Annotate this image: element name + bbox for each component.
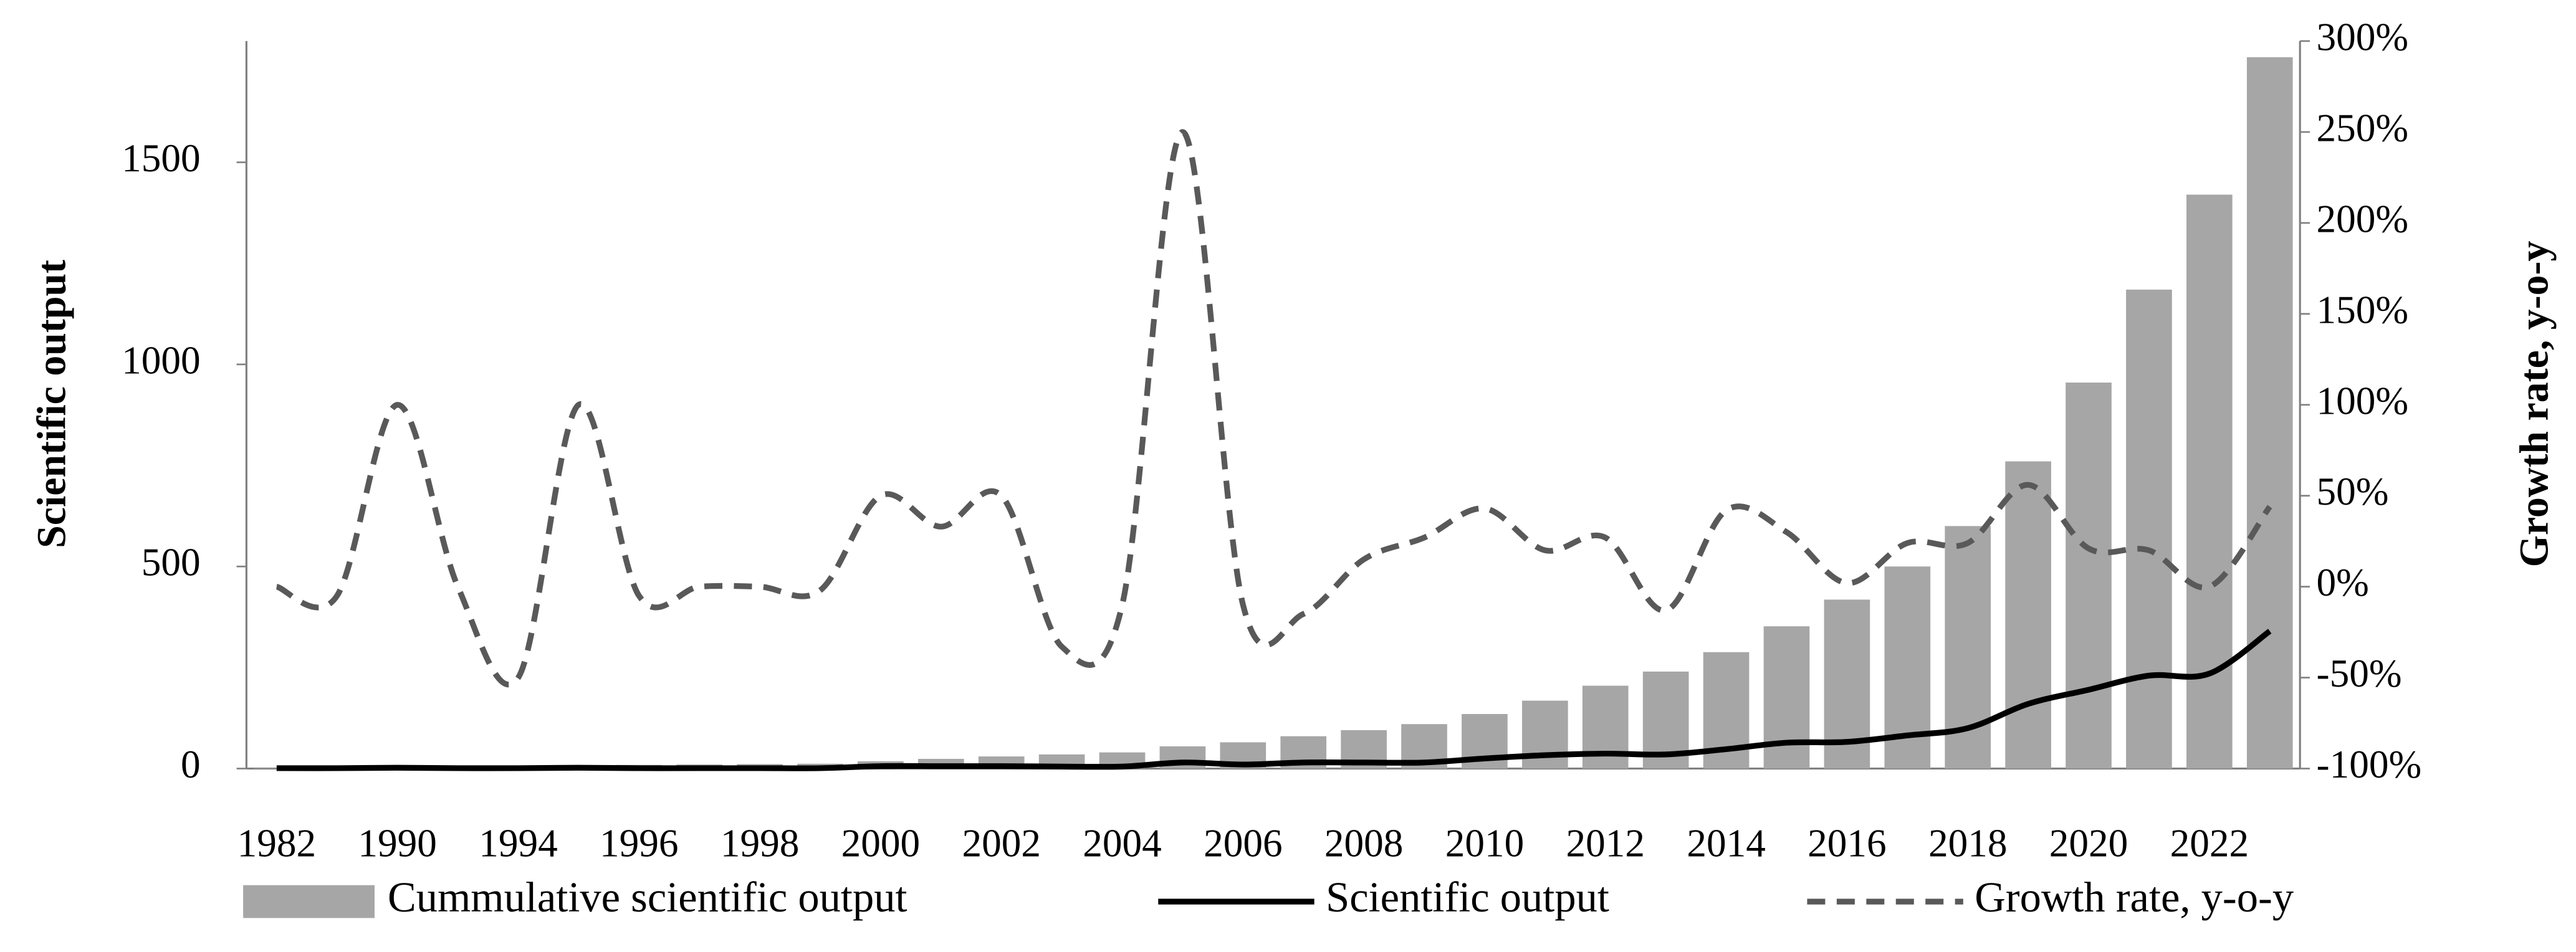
x-tick-label: 2016	[1808, 822, 1887, 865]
bar	[2066, 383, 2112, 769]
y2-tick-label: 0%	[2317, 561, 2369, 604]
legend-label: Cummulative scientific output	[388, 873, 907, 921]
x-tick-label: 1982	[237, 822, 317, 865]
y-axis-title: Scientific output	[29, 260, 75, 548]
legend-swatch	[243, 885, 375, 918]
x-tick-label: 2014	[1687, 822, 1766, 865]
x-tick-label: 2000	[841, 822, 920, 865]
x-tick-label: 2022	[2170, 822, 2249, 865]
bar	[2126, 289, 2172, 769]
x-tick-label: 1990	[358, 822, 436, 865]
y2-tick-label: -100%	[2317, 743, 2422, 786]
y-tick-label: 500	[141, 541, 201, 584]
x-tick-label: 2002	[962, 822, 1041, 865]
y-tick-label: 0	[181, 743, 201, 786]
y2-tick-label: 300%	[2317, 15, 2409, 59]
legend-label: Scientific output	[1326, 873, 1609, 921]
legend-label: Growth rate, y-o-y	[1975, 873, 2294, 921]
bar	[1763, 626, 1810, 769]
y2-tick-label: 150%	[2317, 288, 2409, 331]
x-tick-label: 2004	[1083, 822, 1162, 865]
bar	[2005, 461, 2051, 769]
bar	[2246, 57, 2293, 769]
y2-tick-label: -50%	[2317, 652, 2402, 695]
line	[276, 629, 2272, 771]
bar	[2186, 194, 2233, 769]
x-tick-label: 2018	[1928, 822, 2008, 865]
x-tick-label: 2010	[1445, 822, 1525, 865]
x-tick-label: 2006	[1204, 822, 1283, 865]
x-tick-label: 1994	[479, 822, 558, 865]
y2-tick-label: 50%	[2317, 470, 2389, 513]
y2-tick-label: 250%	[2317, 106, 2409, 150]
y-tick-label: 1500	[122, 136, 201, 180]
x-tick-label: 2012	[1566, 822, 1645, 865]
y2-axis-title: Growth rate, y-o-y	[2512, 240, 2557, 567]
x-tick-label: 1998	[721, 822, 800, 865]
y2-tick-label: 100%	[2317, 379, 2409, 422]
y2-tick-label: 200%	[2317, 197, 2409, 240]
x-tick-label: 2020	[2049, 822, 2128, 865]
x-tick-label: 1996	[600, 822, 678, 865]
x-tick-label: 2008	[1324, 822, 1404, 865]
y-tick-label: 1000	[122, 338, 201, 382]
line	[275, 129, 2272, 688]
